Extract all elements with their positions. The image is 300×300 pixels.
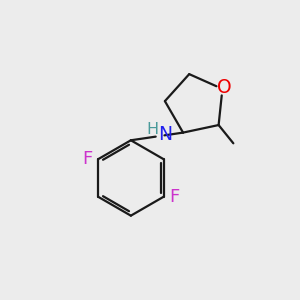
- Text: F: F: [169, 188, 180, 206]
- Text: N: N: [158, 125, 172, 144]
- Text: F: F: [82, 149, 92, 167]
- Text: O: O: [218, 78, 232, 97]
- Text: H: H: [146, 122, 158, 137]
